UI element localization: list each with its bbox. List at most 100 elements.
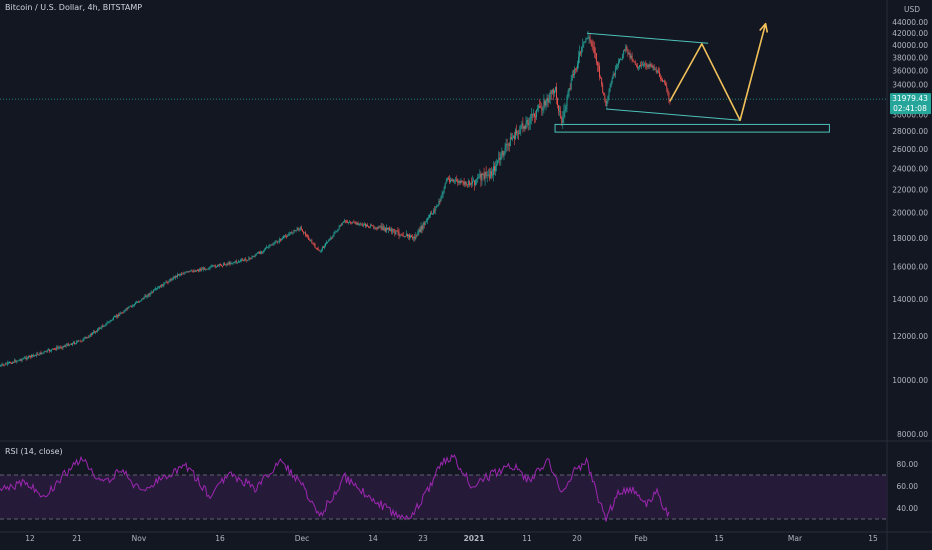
candle-body (191, 270, 193, 272)
candle-577 (605, 98, 607, 107)
candle-50 (52, 348, 53, 350)
currency-label: USD (904, 5, 920, 14)
candle-254 (266, 245, 268, 249)
candle-158 (165, 280, 167, 283)
candle-162 (169, 278, 171, 283)
candle-9 (9, 361, 10, 364)
candle-body (356, 222, 358, 224)
candle-151 (158, 285, 159, 289)
candle-544 (570, 75, 572, 91)
candle-body (3, 364, 5, 366)
candle-238 (249, 257, 251, 261)
candle-619 (649, 61, 651, 69)
candle-body (27, 355, 29, 359)
candle-body (366, 224, 367, 227)
candle-body (664, 81, 666, 83)
candle-body (273, 243, 275, 245)
candle-body (514, 136, 515, 139)
candle-body (620, 59, 621, 61)
candle-body (53, 348, 54, 350)
candle-body (102, 325, 104, 327)
candle-465 (487, 168, 489, 177)
candle-551 (578, 50, 579, 69)
candle-612 (642, 61, 644, 66)
candle-153 (160, 284, 162, 288)
candle-body (238, 261, 240, 263)
candle-body (237, 261, 239, 263)
candle-398 (417, 229, 419, 236)
candle-body (437, 204, 439, 206)
candle-body (7, 362, 9, 364)
candle-354 (371, 223, 373, 226)
candle-79 (82, 338, 84, 342)
candle-body (149, 293, 151, 296)
candle-632 (663, 80, 665, 82)
chart-title: Bitcoin / U.S. Dollar, 4h, BITSTAMP (5, 3, 143, 12)
candle-342 (358, 223, 360, 227)
candle-body (627, 49, 629, 54)
candle-body (541, 107, 543, 111)
candle-101 (105, 322, 107, 327)
candle-body (210, 266, 212, 268)
candle-body (634, 61, 636, 65)
candle-body (605, 98, 607, 107)
candle-302 (316, 247, 318, 251)
candle-body (126, 308, 128, 310)
candle-body (269, 244, 271, 247)
candle-body (314, 244, 316, 248)
candle-226 (236, 261, 238, 265)
candle-584 (612, 71, 614, 79)
candle-body (241, 259, 242, 261)
candle-145 (151, 291, 153, 294)
candle-body (123, 311, 125, 314)
candle-15 (15, 359, 17, 363)
candle-body (509, 137, 511, 147)
candle-360 (377, 225, 379, 230)
candle-body (127, 307, 129, 310)
candle-body (162, 284, 164, 287)
candle-body (379, 226, 381, 228)
candle-body (495, 166, 497, 172)
candle-326 (341, 222, 343, 226)
time-tick-3: 16 (215, 534, 225, 543)
candle-154 (161, 283, 163, 288)
candle-body (320, 249, 322, 251)
candle-body (486, 175, 488, 177)
candle-body (5, 363, 7, 365)
candle-611 (641, 60, 642, 69)
candle-body (164, 282, 166, 284)
candle-body (624, 49, 626, 51)
candle-body (504, 148, 506, 154)
candle-480 (503, 151, 505, 161)
candle-body (400, 234, 402, 236)
candle-body (545, 100, 547, 106)
candle-body (508, 143, 510, 147)
time-tick-7: 2021 (464, 534, 485, 543)
candle-168 (175, 275, 177, 278)
candle-body (131, 305, 133, 307)
candle-body (660, 76, 661, 80)
candle-body (668, 92, 670, 100)
candle-body (511, 137, 513, 140)
candle-body (484, 172, 486, 180)
candle-body (587, 37, 589, 39)
candle-172 (180, 273, 182, 277)
price-tick-12: 20000.00 (892, 209, 928, 218)
candle-body (116, 315, 117, 317)
candle-body (181, 273, 183, 275)
candle-body (510, 137, 512, 140)
candle-body (395, 230, 397, 235)
candle-body (540, 107, 542, 109)
candle-609 (639, 64, 640, 70)
candle-220 (230, 261, 232, 265)
candle-505 (529, 114, 531, 130)
candle-595 (624, 48, 626, 52)
candle-209 (219, 263, 220, 268)
candle-body (588, 37, 590, 39)
candle-body (319, 250, 321, 252)
candle-477 (500, 152, 502, 166)
candle-355 (372, 225, 374, 227)
candle-body (207, 268, 209, 270)
rsi-title: RSI (14, close) (5, 447, 63, 456)
price-tick-5: 34000.00 (892, 80, 928, 89)
